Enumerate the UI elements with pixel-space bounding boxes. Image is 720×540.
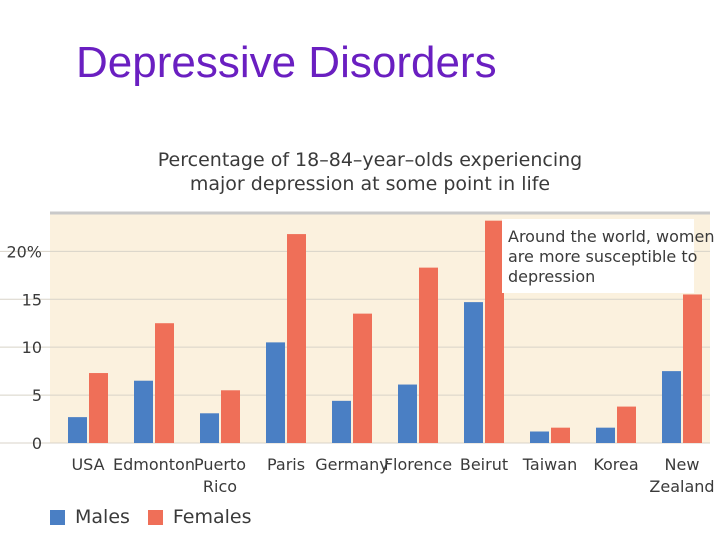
annotation-box [502, 219, 694, 293]
chart-heading-line-2: major depression at some point in life [189, 173, 551, 195]
x-tick-label: USA [71, 455, 104, 474]
bar-females [155, 323, 174, 443]
chart-heading: Percentage of 18–84–year–olds experienci… [150, 148, 590, 196]
x-tick-label: Zealand [649, 477, 714, 496]
bar-females [485, 220, 504, 443]
bar-females [89, 373, 108, 443]
y-tick-label: 10 [22, 338, 42, 357]
bar-males [398, 384, 417, 443]
x-tick-label: Edmonton [113, 455, 195, 474]
bar-males [68, 417, 87, 443]
bar-males [662, 371, 681, 443]
x-tick-label: Puerto [194, 455, 246, 474]
x-tick-label: Rico [203, 477, 237, 496]
bar-females [683, 294, 702, 443]
bar-males [134, 380, 153, 443]
bar-females [617, 406, 636, 443]
y-tick-label: 5 [32, 386, 42, 405]
annotation-text: depression [508, 267, 595, 286]
legend-item-females: Females [147, 506, 252, 528]
bar-females [419, 267, 438, 443]
x-tick-label: Germany [315, 455, 389, 474]
bar-males [464, 302, 483, 443]
y-tick-label: 0 [32, 434, 42, 453]
bar-males [596, 427, 615, 443]
bar-females [287, 234, 306, 443]
annotation-text: are more susceptible to [508, 247, 697, 266]
x-tick-label: New [665, 455, 700, 474]
bar-males [266, 342, 285, 443]
bar-males [200, 413, 219, 443]
annotation-text: Around the world, women [508, 227, 715, 246]
x-tick-label: Beirut [460, 455, 508, 474]
y-tick-label: 15 [22, 290, 42, 309]
bar-females [551, 427, 570, 443]
bar-females [221, 390, 240, 443]
bar-females [353, 313, 372, 443]
x-tick-label: Taiwan [522, 455, 577, 474]
x-tick-label: Paris [267, 455, 305, 474]
legend-label-females: Females [172, 506, 252, 528]
bar-males [530, 431, 549, 443]
chart-heading-line-1: Percentage of 18–84–year–olds experienci… [157, 149, 583, 171]
bar-males [332, 400, 351, 443]
x-tick-label: Florence [384, 455, 452, 474]
x-tick-label: Korea [593, 455, 638, 474]
legend-swatch-females [147, 509, 163, 525]
y-tick-label: 20% [6, 242, 42, 261]
legend-label-males: Males [75, 506, 130, 528]
slide-title: Depressive Disorders [76, 38, 497, 87]
legend-swatch-males [50, 509, 65, 525]
legend: Males Females [50, 506, 270, 528]
legend-item-males: Males [50, 506, 130, 528]
